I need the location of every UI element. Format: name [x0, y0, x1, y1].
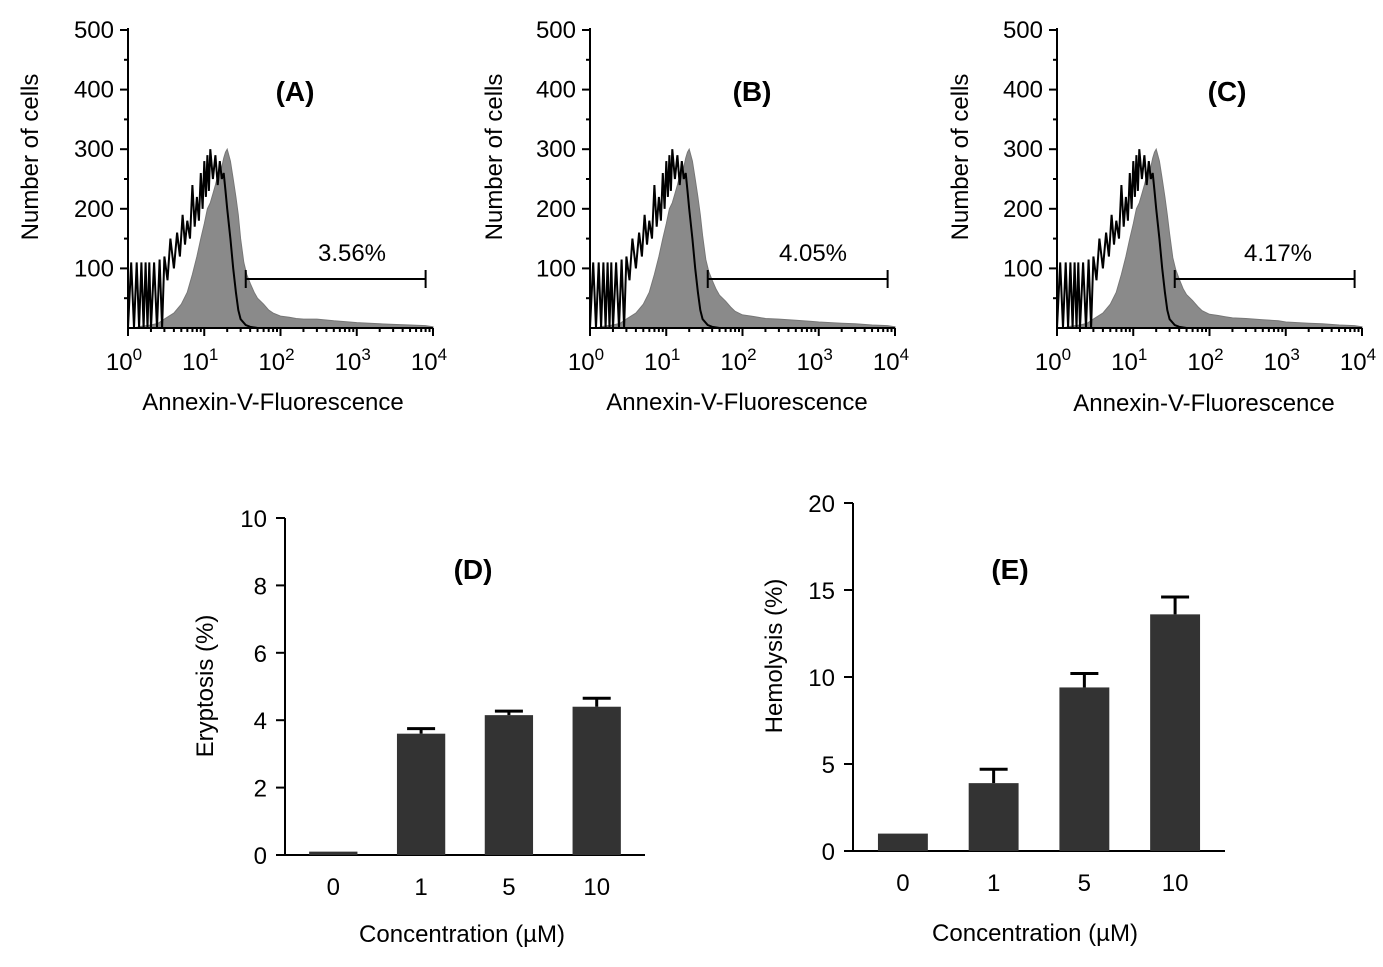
x-tick-label: 5: [1078, 870, 1091, 897]
bar: [484, 715, 534, 855]
gate-percentage-label: 4.05%: [779, 240, 847, 267]
y-tick-label: 6: [254, 641, 267, 668]
y-tick-label: 15: [808, 578, 835, 605]
histogram-panel-a: Number of cells Annexin-V-Fluorescence (…: [17, 17, 447, 416]
x-tick-label: 100: [1035, 345, 1071, 376]
x-axis-title: Concentration (µM): [932, 920, 1138, 947]
y-tick-label: 300: [74, 136, 114, 163]
panel-label: (D): [454, 554, 493, 585]
bar: [877, 833, 928, 851]
y-tick-label: 200: [1003, 196, 1043, 223]
x-tick-label: 102: [258, 345, 294, 376]
x-tick-label: 104: [1340, 345, 1376, 376]
bar: [396, 733, 446, 855]
x-tick-label: 104: [411, 345, 447, 376]
y-tick-label: 100: [74, 255, 114, 282]
y-tick-label: 500: [1003, 17, 1043, 44]
x-tick-label: 100: [568, 345, 604, 376]
x-tick-label: 102: [720, 345, 756, 376]
y-tick-label: 0: [822, 839, 835, 866]
control-histogram-line: [127, 149, 258, 329]
y-axis-title: Eryptosis (%): [192, 615, 219, 758]
x-tick-label: 101: [644, 345, 680, 376]
bar-panel-e: Hemolysis (%) Concentration (µM) (E) 0 5 1…: [761, 491, 1225, 947]
x-tick-label: 1: [414, 874, 427, 901]
x-tick-label: 102: [1187, 345, 1223, 376]
bar: [968, 783, 1019, 851]
x-tick-label: 100: [106, 345, 142, 376]
x-tick-label: 104: [873, 345, 909, 376]
control-histogram-line: [1056, 149, 1187, 329]
x-axis-title: Annexin-V-Fluorescence: [1073, 390, 1334, 417]
y-tick-label: 4: [254, 708, 267, 735]
y-tick-label: 100: [536, 255, 576, 282]
x-tick-label: 103: [335, 345, 371, 376]
treated-histogram-area: [590, 147, 896, 329]
bar: [1150, 614, 1201, 851]
y-axis-title: Number of cells: [481, 74, 508, 241]
treated-histogram-area: [128, 147, 434, 329]
y-tick-label: 2: [254, 776, 267, 803]
y-tick-label: 8: [254, 573, 267, 600]
y-tick-label: 200: [536, 196, 576, 223]
y-tick-label: 400: [536, 77, 576, 104]
bar: [1059, 687, 1110, 851]
bar: [309, 851, 358, 855]
x-tick-label: 0: [896, 870, 909, 897]
y-tick-label: 10: [240, 506, 267, 533]
y-tick-label: 500: [74, 17, 114, 44]
x-tick-label: 10: [1162, 870, 1189, 897]
bar: [572, 706, 621, 855]
x-tick-label: 0: [327, 874, 340, 901]
x-tick-label: 1: [987, 870, 1000, 897]
y-tick-label: 300: [536, 136, 576, 163]
panel-label: (B): [733, 76, 772, 107]
y-tick-label: 10: [808, 665, 835, 692]
treated-histogram-area: [1057, 147, 1363, 329]
y-tick-label: 100: [1003, 255, 1043, 282]
panel-label: (E): [991, 554, 1028, 585]
y-axis-title: Number of cells: [17, 74, 44, 241]
panel-label: (C): [1208, 76, 1247, 107]
bar-panel-d: Eryptosis (%) Concentration (µM) (D) 0 2 4…: [192, 506, 645, 948]
y-tick-label: 0: [254, 843, 267, 870]
x-axis-title: Annexin-V-Fluorescence: [142, 389, 403, 416]
histogram-panel-b: Number of cells Annexin-V-Fluorescence (…: [481, 17, 909, 416]
x-tick-label: 101: [182, 345, 218, 376]
y-tick-label: 400: [74, 77, 114, 104]
y-tick-label: 20: [808, 491, 835, 518]
control-histogram-line: [589, 149, 720, 329]
y-tick-label: 300: [1003, 136, 1043, 163]
x-tick-label: 103: [1264, 345, 1300, 376]
y-tick-label: 5: [822, 752, 835, 779]
gate-percentage-label: 3.56%: [318, 240, 386, 267]
y-tick-label: 200: [74, 196, 114, 223]
x-tick-label: 103: [797, 345, 833, 376]
y-axis-title: Hemolysis (%): [761, 579, 788, 734]
x-tick-label: 101: [1111, 345, 1147, 376]
y-axis-title: Number of cells: [947, 74, 974, 241]
gate-percentage-label: 4.17%: [1244, 240, 1312, 267]
x-tick-label: 10: [583, 874, 610, 901]
x-tick-label: 5: [502, 874, 515, 901]
panel-label: (A): [276, 76, 315, 107]
histogram-panel-c: Number of cells Annexin-V-Fluorescence (…: [947, 17, 1376, 417]
y-tick-label: 400: [1003, 77, 1043, 104]
x-axis-title: Annexin-V-Fluorescence: [606, 389, 867, 416]
x-axis-title: Concentration (µM): [359, 921, 565, 948]
y-tick-label: 500: [536, 17, 576, 44]
